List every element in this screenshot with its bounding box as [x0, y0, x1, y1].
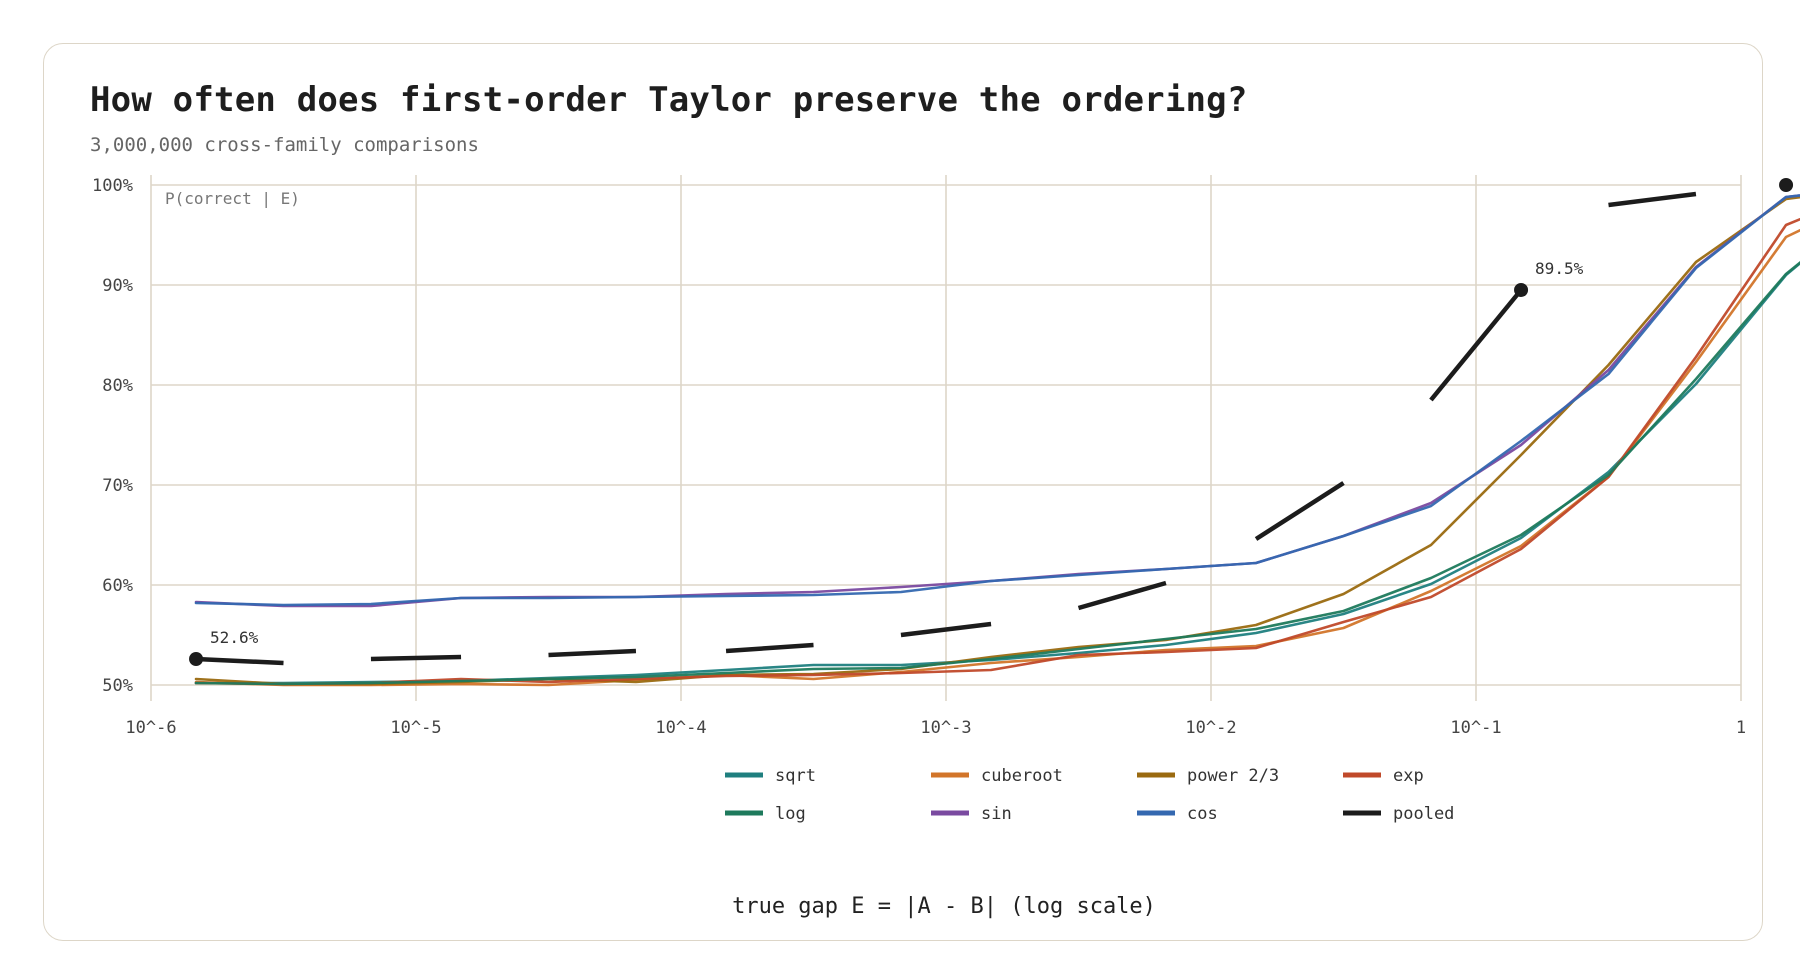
series-line-log [194, 260, 1800, 686]
pooled-marker-label: 89.5% [1535, 259, 1584, 278]
x-tick-label: 10^-4 [655, 718, 706, 738]
legend-label: log [775, 804, 806, 824]
pooled-segment [1254, 481, 1345, 541]
x-tick-label: 10^-5 [390, 718, 441, 738]
x-tick-label: 10^-1 [1450, 718, 1501, 738]
pooled-marker [1779, 178, 1794, 192]
pooled-marker [1514, 283, 1529, 297]
legend-label: sqrt [775, 766, 816, 786]
legend-label: cuberoot [981, 766, 1063, 786]
legend-label: pooled [1393, 804, 1454, 824]
pooled-marker [189, 652, 204, 666]
legend-label: cos [1187, 804, 1218, 824]
y-tick-label: 60% [102, 576, 133, 596]
pooled-segment [195, 656, 284, 666]
legend-label: exp [1393, 766, 1424, 786]
pooled-segment [370, 654, 462, 662]
x-tick-label: 10^-6 [125, 718, 176, 738]
x-tick-label: 10^-3 [920, 718, 971, 738]
pooled-segment [548, 648, 637, 658]
pooled-segment [900, 621, 992, 638]
legend-label: sin [981, 804, 1012, 824]
x-tick-label: 1 [1736, 718, 1746, 738]
x-axis-label: true gap E = |A - B| (log scale) [732, 894, 1156, 919]
series-line-sin [194, 194, 1800, 608]
y-tick-label: 50% [102, 676, 133, 696]
pooled-segment [725, 642, 814, 654]
legend-label: power 2/3 [1187, 766, 1279, 786]
pooled-segment [1429, 288, 1523, 402]
chart-title: How often does first-order Taylor preser… [90, 80, 1248, 120]
chart-subtitle: 3,000,000 cross-family comparisons [90, 134, 479, 156]
pooled-segment [1608, 191, 1697, 208]
y-tick-label: 70% [102, 476, 133, 496]
pooled-segment [1077, 580, 1167, 611]
series-line-cos [194, 194, 1800, 607]
y-axis-label: P(correct | E) [165, 189, 300, 208]
series-line-cuberoot [194, 228, 1800, 687]
x-tick-label: 10^-2 [1185, 718, 1236, 738]
y-tick-label: 100% [92, 176, 133, 196]
pooled-marker-label: 52.6% [210, 628, 259, 647]
y-tick-label: 90% [102, 276, 133, 296]
y-tick-label: 80% [102, 376, 133, 396]
